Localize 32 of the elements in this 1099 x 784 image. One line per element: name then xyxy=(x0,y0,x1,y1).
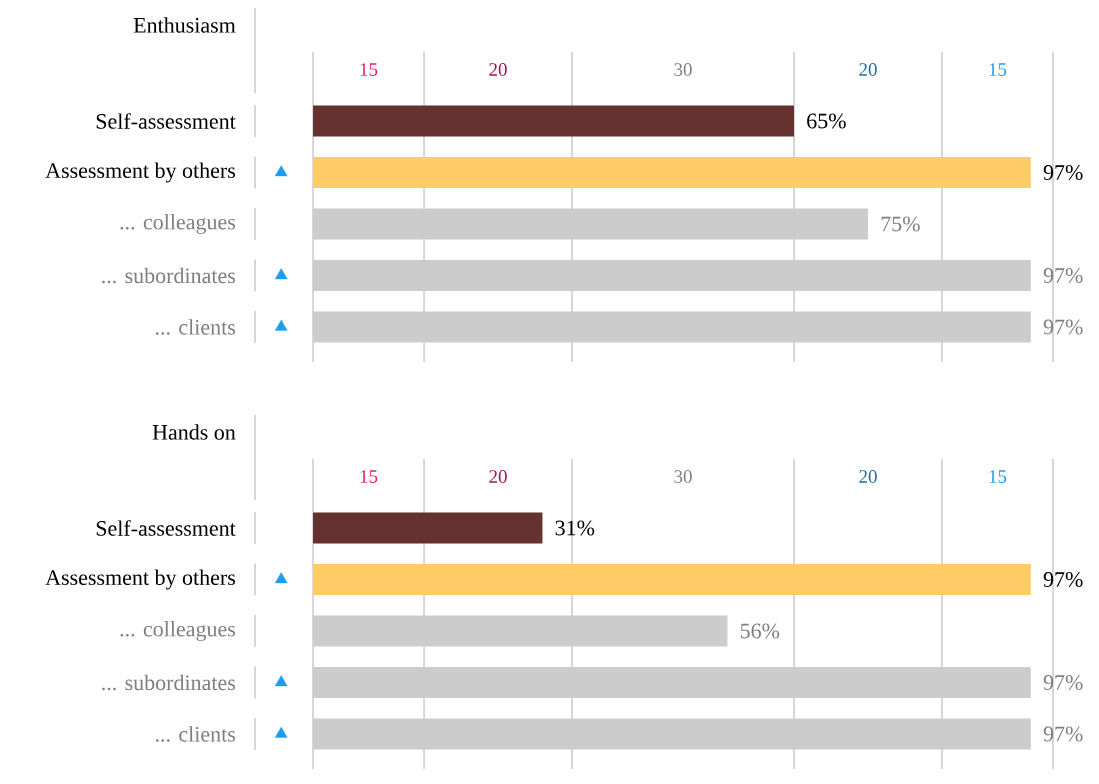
data-label: 97% xyxy=(1043,165,1083,181)
y-tick-label: ... colleagues xyxy=(120,214,236,235)
annotation: 20 xyxy=(859,470,877,483)
data-label: 97% xyxy=(1043,572,1083,588)
annotation: 20 xyxy=(489,470,507,483)
annotation: 15 xyxy=(989,63,1007,76)
annotation: 20 xyxy=(859,63,877,76)
y-tick-label: ... clients xyxy=(155,726,236,742)
chart-title: Enthusiasm xyxy=(133,17,236,33)
y-tick-label: Assessment by others xyxy=(45,569,236,590)
data-label: 97% xyxy=(1043,726,1083,742)
annotation: 20 xyxy=(489,63,507,76)
annotation: 15 xyxy=(360,63,378,76)
data-label: 31% xyxy=(555,520,595,536)
y-tick-label: Assessment by others xyxy=(45,162,236,183)
data-label: 75% xyxy=(881,216,920,232)
data-label: 56% xyxy=(740,623,780,639)
annotation: 15 xyxy=(360,470,378,483)
annotation: 15 xyxy=(989,470,1007,483)
y-tick-label: ... colleagues xyxy=(120,621,236,642)
annotation: 30 xyxy=(674,470,692,483)
y-tick-label: Self-assessment xyxy=(96,113,236,129)
data-label: 65% xyxy=(807,113,846,129)
y-tick-label: ... clients xyxy=(155,319,236,335)
y-tick-label: ... subordinates xyxy=(102,267,236,284)
data-label: 97% xyxy=(1043,268,1083,284)
data-label: 97% xyxy=(1043,319,1083,335)
chart-title: Hands on xyxy=(152,424,236,440)
data-label: 97% xyxy=(1043,675,1083,691)
y-tick-label: Self-assessment xyxy=(96,520,236,536)
annotation: 30 xyxy=(674,63,692,76)
y-tick-label: ... subordinates xyxy=(102,674,236,691)
